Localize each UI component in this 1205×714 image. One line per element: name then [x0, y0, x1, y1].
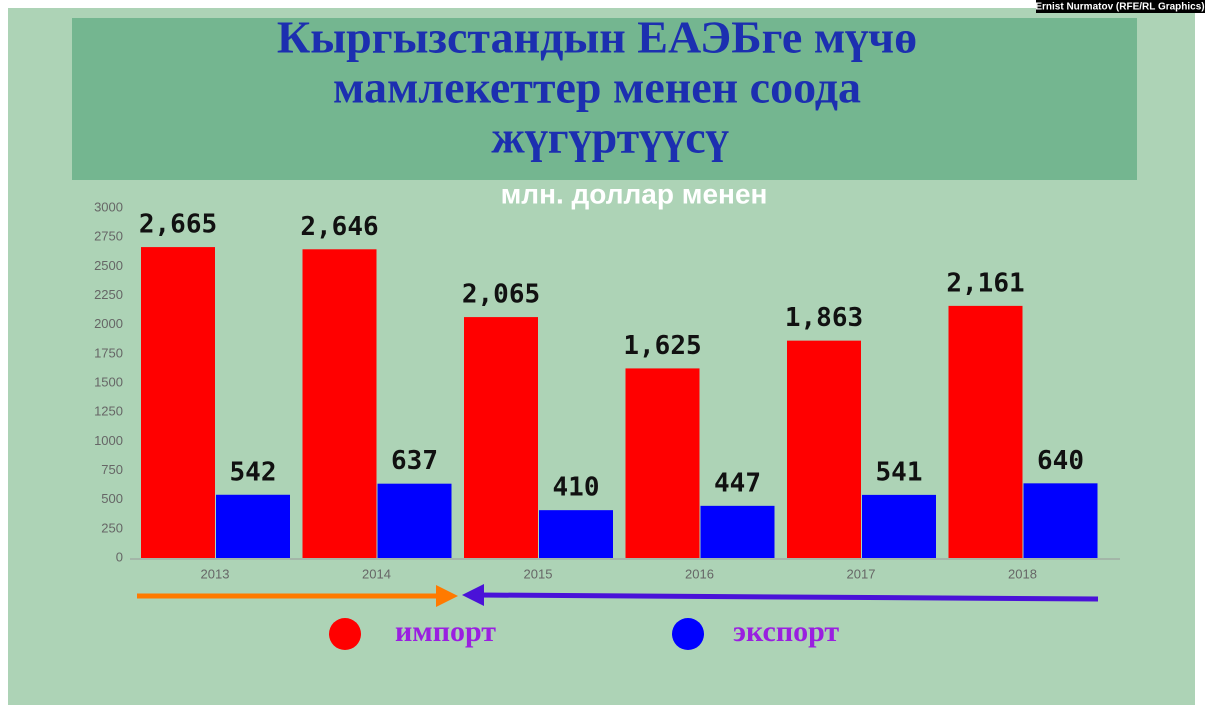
y-tick-label: 750	[101, 462, 123, 477]
credit-box	[1036, 0, 1205, 13]
arrowhead	[462, 584, 484, 606]
x-tick-label: 2016	[685, 566, 714, 581]
title-banner	[72, 18, 1137, 180]
chart-title: Кыргызстандын ЕАЭБге мүчө	[277, 12, 917, 63]
legend-marker	[672, 618, 704, 650]
x-tick-label: 2013	[201, 566, 230, 581]
y-tick-label: 1750	[94, 345, 123, 360]
chart-title: мамлекеттер менен соода	[333, 62, 861, 113]
bar	[377, 483, 452, 558]
value-label: 2,646	[300, 212, 378, 242]
y-tick-label: 2750	[94, 229, 123, 244]
chart-title: жүгүртүүсү	[491, 112, 728, 163]
y-tick-label: 1000	[94, 433, 123, 448]
value-label: 2,161	[946, 268, 1024, 298]
bar	[464, 317, 538, 558]
bar	[787, 340, 861, 558]
bar	[539, 510, 613, 558]
bar	[302, 249, 377, 559]
x-tick-label: 2014	[362, 566, 391, 581]
value-label: 2,065	[462, 280, 540, 310]
value-label: 1,863	[785, 303, 863, 333]
legend-marker	[329, 618, 361, 650]
value-label: 542	[230, 457, 277, 487]
y-tick-label: 500	[101, 491, 123, 506]
bar	[216, 494, 290, 558]
y-tick-label: 2000	[94, 316, 123, 331]
x-tick-label: 2015	[524, 566, 553, 581]
bar	[1023, 483, 1098, 558]
legend-label: экспорт	[733, 615, 839, 648]
y-tick-label: 1500	[94, 374, 123, 389]
value-label: 541	[876, 457, 923, 487]
bar	[948, 305, 1023, 558]
arrow	[479, 592, 1099, 602]
bar	[625, 368, 700, 558]
bar	[862, 494, 936, 558]
y-tick-label: 250	[101, 520, 123, 535]
value-label: 447	[714, 468, 761, 498]
value-label: 410	[553, 473, 600, 503]
bar	[700, 505, 775, 558]
y-tick-label: 2250	[94, 287, 123, 302]
credit: Ernist Nurmatov (RFE/RL Graphics)	[1035, 2, 1204, 13]
y-tick-label: 2500	[94, 258, 123, 273]
value-label: 1,625	[623, 331, 701, 361]
x-tick-label: 2018	[1008, 566, 1037, 581]
y-tick-label: 1250	[94, 404, 123, 419]
arrowhead	[436, 585, 458, 607]
value-label: 637	[391, 446, 438, 476]
value-label: 2,665	[139, 210, 217, 240]
y-tick-label: 0	[116, 549, 123, 564]
value-label: 640	[1037, 446, 1084, 476]
subtitle: млн. доллар менен	[501, 178, 768, 209]
bar	[141, 247, 215, 559]
y-tick-label: 3000	[94, 199, 123, 214]
x-tick-label: 2017	[847, 566, 876, 581]
legend-label: импорт	[395, 615, 496, 648]
